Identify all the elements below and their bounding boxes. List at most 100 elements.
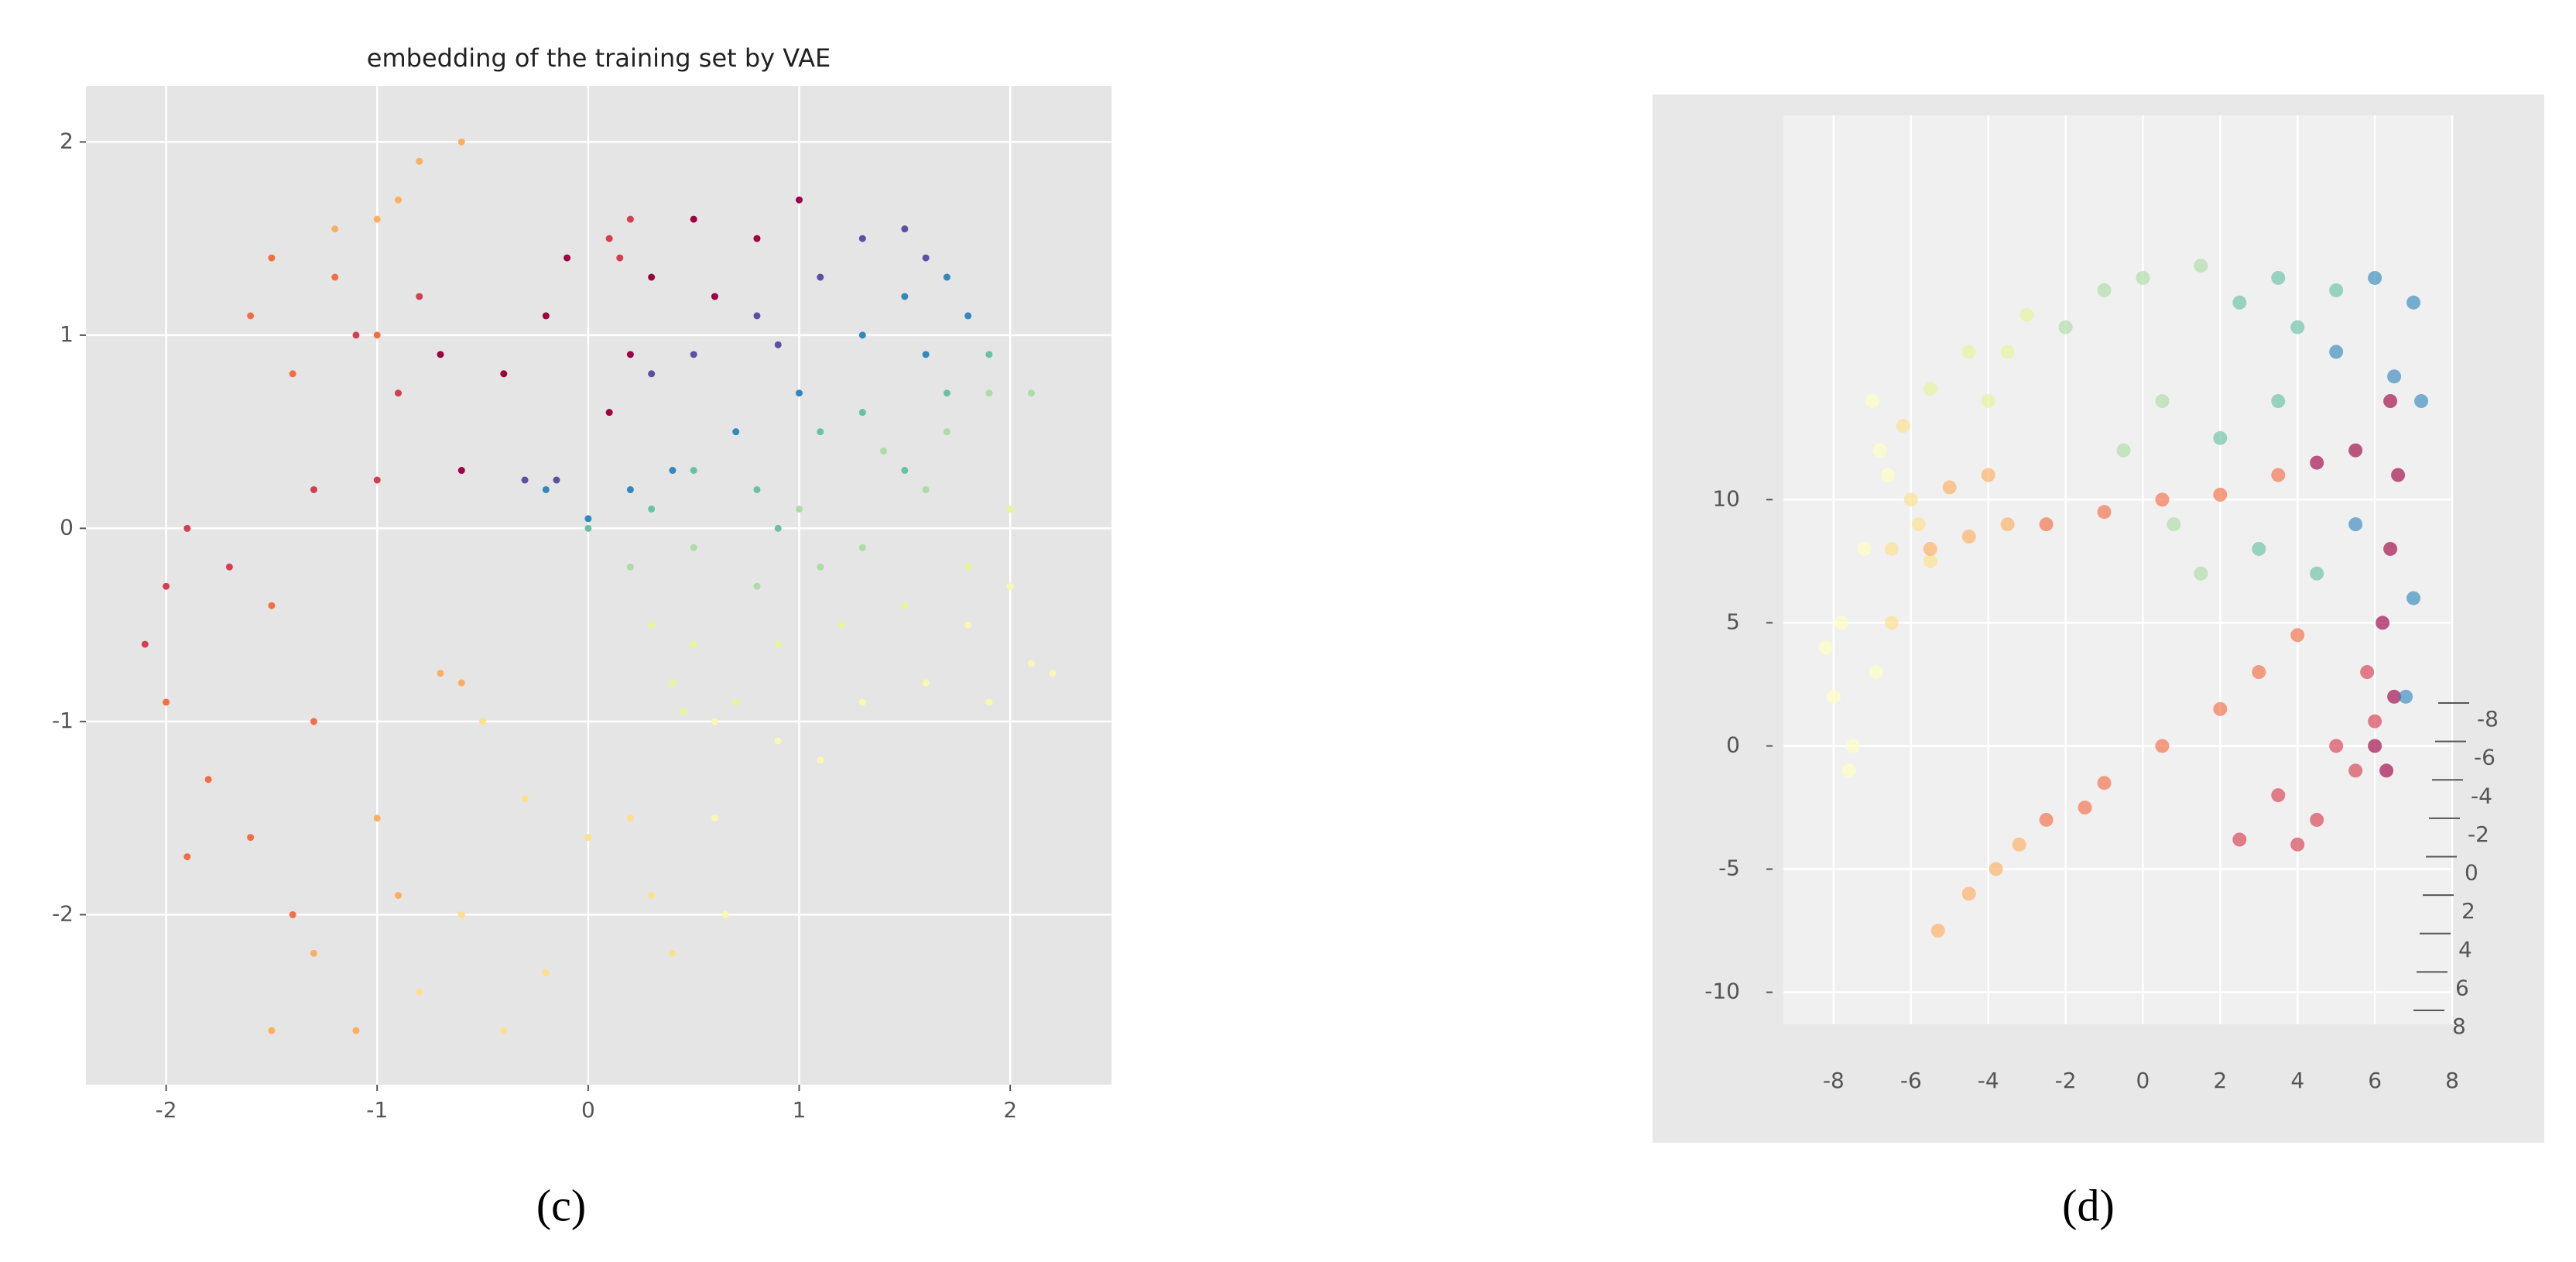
point (183, 853, 191, 861)
x-tick-label: 0 (581, 1097, 595, 1123)
z-tick-label: -10 (1704, 979, 1740, 1004)
point (247, 312, 255, 320)
x-tick-label: 8 (2445, 1068, 2459, 1093)
point (1857, 541, 1872, 556)
point (626, 485, 634, 493)
point (542, 969, 550, 976)
point (943, 428, 951, 436)
point (2271, 788, 2286, 803)
point (858, 698, 866, 706)
point (457, 910, 465, 918)
point (2000, 517, 2015, 532)
point (796, 505, 803, 513)
point (2368, 739, 2382, 753)
point (985, 351, 993, 358)
point (352, 331, 360, 339)
point (796, 389, 803, 397)
point (648, 273, 656, 281)
point (626, 563, 634, 571)
point (479, 718, 487, 725)
point (817, 563, 824, 571)
point (2379, 763, 2394, 778)
point (1989, 862, 2003, 876)
point (711, 814, 718, 822)
point (500, 370, 508, 378)
point (416, 988, 423, 996)
point (753, 312, 761, 320)
point (500, 1027, 508, 1034)
point (1896, 418, 1910, 433)
point (204, 776, 212, 784)
point (2368, 270, 2382, 285)
point (521, 795, 529, 803)
point (310, 718, 317, 725)
point (1826, 689, 1841, 704)
point (774, 341, 782, 348)
point (2329, 739, 2344, 753)
point (2213, 487, 2228, 502)
point (2368, 714, 2382, 729)
point (584, 524, 592, 532)
x-tick-label: 6 (2368, 1068, 2382, 1093)
point (1841, 763, 1856, 778)
point (2097, 776, 2112, 790)
point (2194, 259, 2208, 273)
point (2039, 812, 2054, 827)
x-tick-label: -8 (1823, 1068, 1845, 1093)
plot-background (86, 86, 1112, 1085)
point (2360, 665, 2375, 680)
point (964, 563, 972, 571)
point (901, 225, 909, 233)
x-tick-label: 1 (793, 1097, 807, 1123)
point (605, 409, 613, 417)
point (626, 814, 634, 822)
point (690, 215, 697, 223)
point (648, 891, 656, 899)
x-tick-label: -2 (2055, 1068, 2077, 1093)
point (2252, 541, 2266, 556)
point (648, 505, 656, 513)
point (858, 235, 866, 242)
point (626, 215, 634, 223)
point (1903, 492, 1918, 507)
point (774, 640, 782, 648)
point (2155, 739, 2170, 753)
point (838, 621, 845, 629)
point (753, 582, 761, 590)
point (2406, 295, 2421, 310)
point (310, 485, 317, 493)
y-tick-label: 2 (2461, 898, 2475, 924)
point (1884, 616, 1899, 630)
point (1027, 660, 1035, 667)
point (880, 448, 888, 455)
point (2290, 837, 2305, 852)
point (964, 312, 972, 320)
point (922, 679, 930, 687)
point (437, 351, 444, 358)
point (922, 254, 930, 262)
y-tick-label: 2 (60, 128, 74, 153)
point (163, 582, 170, 590)
y-tick-label: 8 (2452, 1013, 2466, 1039)
point (605, 235, 613, 242)
point (2213, 430, 2228, 445)
point (648, 370, 656, 378)
point (2271, 394, 2286, 409)
z-tick-label: -5 (1718, 856, 1740, 881)
point (394, 196, 402, 204)
point (1834, 616, 1848, 630)
point (817, 273, 824, 281)
point (2310, 812, 2324, 827)
point (289, 370, 296, 378)
point (2348, 517, 2363, 532)
point (2097, 283, 2112, 297)
point (373, 215, 381, 223)
point (2000, 345, 2015, 359)
point (1961, 345, 1976, 359)
point (1865, 394, 1879, 409)
point (2348, 763, 2363, 778)
point (2387, 689, 2402, 704)
point (437, 670, 444, 677)
x-tick-label: -1 (366, 1097, 388, 1123)
